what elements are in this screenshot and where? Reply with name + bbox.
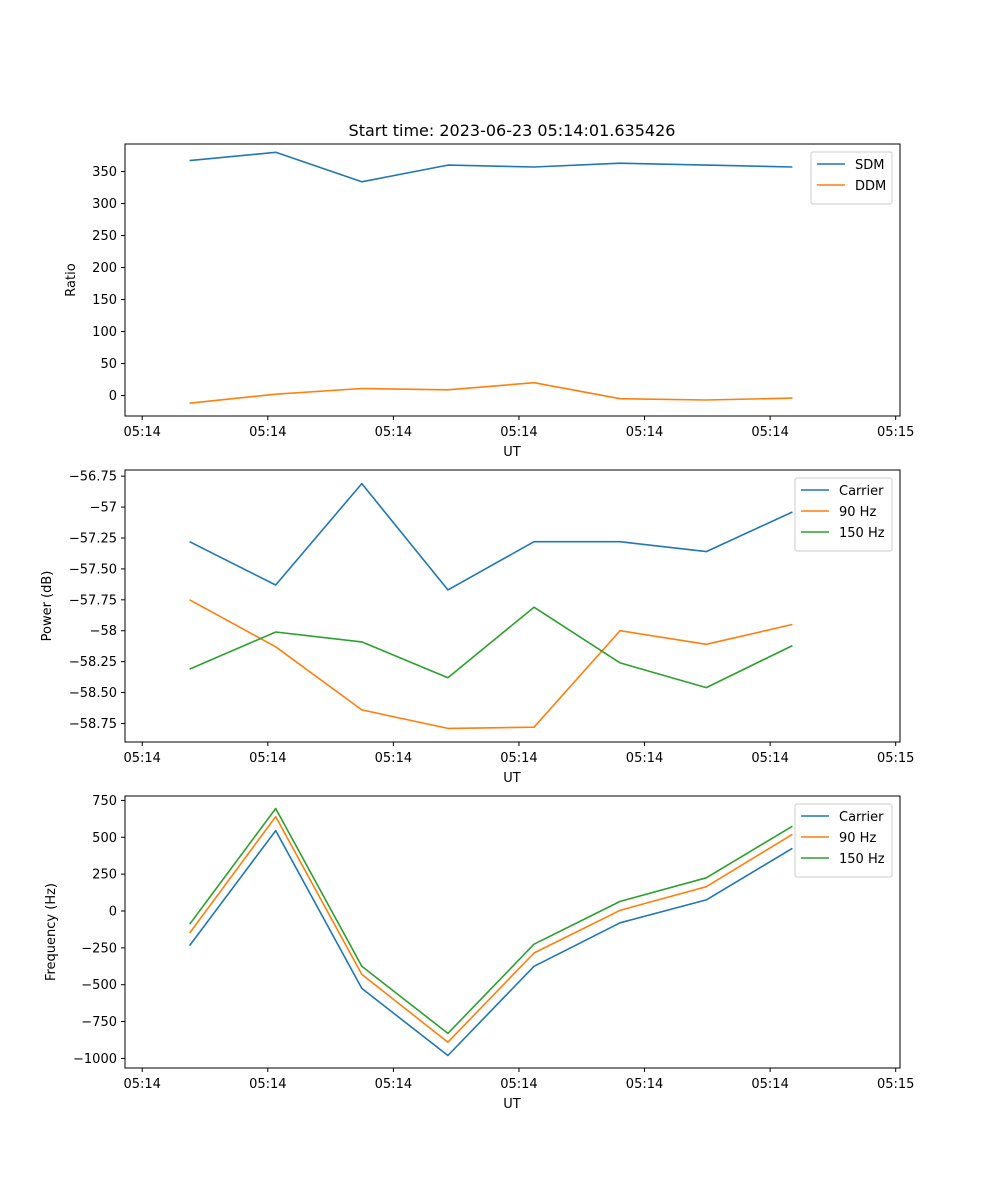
y-tick-label: −58.75 xyxy=(69,717,117,732)
x-tick-label: 05:14 xyxy=(751,425,788,440)
legend: Carrier 90 Hz 150 Hz xyxy=(794,477,893,552)
x-axis-label: UT xyxy=(503,1097,521,1112)
legend-label: 90 Hz xyxy=(839,505,876,520)
x-tick-label: 05:14 xyxy=(249,425,286,440)
x-tick-label: 05:14 xyxy=(375,1077,412,1092)
y-tick-label: 250 xyxy=(92,229,117,244)
legend-label: DDM xyxy=(855,179,886,194)
y-tick-label: −250 xyxy=(81,941,117,956)
y-axis-label: Power (dB) xyxy=(40,571,55,642)
legend-label: 150 Hz xyxy=(839,526,885,541)
figure-title: Start time: 2023-06-23 05:14:01.635426 xyxy=(349,121,676,140)
plot-area xyxy=(124,469,901,743)
y-tick-label: 500 xyxy=(92,831,117,846)
y-tick-label: −57 xyxy=(90,501,117,516)
y-tick-label: −1000 xyxy=(73,1052,117,1067)
series-line-90-hz xyxy=(189,599,793,730)
y-tick-label: −56.75 xyxy=(69,470,117,485)
x-tick-label: 05:14 xyxy=(500,751,537,766)
y-tick-label: −58.50 xyxy=(69,686,117,701)
y-tick-label: 300 xyxy=(92,197,117,212)
legend: Carrier 90 Hz 150 Hz xyxy=(794,803,893,878)
x-tick-label: 05:14 xyxy=(249,751,286,766)
legend-label: SDM xyxy=(855,158,884,173)
x-tick-label: 05:14 xyxy=(123,751,160,766)
y-tick-label: 150 xyxy=(92,293,117,308)
y-tick-label: 0 xyxy=(109,389,117,404)
y-tick-label: −58 xyxy=(90,624,117,639)
y-tick-label: 0 xyxy=(109,904,117,919)
chart-panel-1: 05:14 05:14 05:14 05:14 05:14 05:14 05:15 0 50 10… xyxy=(64,143,914,460)
chart-panel-2: 05:14 05:14 05:14 05:14 05:14 05:14 05:15 −58.7… xyxy=(40,469,914,786)
series-line-carrier xyxy=(188,829,793,1057)
x-tick-label: 05:15 xyxy=(877,1077,914,1092)
plot-area xyxy=(124,795,901,1069)
x-tick-label: 05:14 xyxy=(500,425,537,440)
legend-label: Carrier xyxy=(839,810,884,825)
chart-panels: 05:14 05:14 05:14 05:14 05:14 05:14 05:15 0 50 10… xyxy=(40,143,914,1112)
y-axis-label: Ratio xyxy=(64,263,79,296)
y-tick-label: −500 xyxy=(81,978,117,993)
x-tick-label: 05:14 xyxy=(123,425,160,440)
x-tick-label: 05:14 xyxy=(626,751,663,766)
plot-area xyxy=(124,143,901,417)
x-tick-label: 05:14 xyxy=(123,1077,160,1092)
legend: SDM DDM xyxy=(810,151,893,205)
series-line-150-hz xyxy=(188,807,793,1035)
y-tick-label: 50 xyxy=(100,357,117,372)
y-tick-label: 200 xyxy=(92,261,117,276)
series-line-ddm xyxy=(189,381,793,404)
x-tick-label: 05:14 xyxy=(375,751,412,766)
x-tick-label: 05:15 xyxy=(877,425,914,440)
series-line-90-hz xyxy=(188,815,793,1043)
y-tick-label: 100 xyxy=(92,325,117,340)
y-tick-label: −750 xyxy=(81,1015,117,1030)
y-tick-label: 350 xyxy=(92,165,117,180)
legend-box xyxy=(810,151,893,205)
chart-panel-3: 05:14 05:14 05:14 05:14 05:14 05:14 05:15 −1000… xyxy=(44,794,914,1112)
x-tick-label: 05:14 xyxy=(626,425,663,440)
x-tick-label: 05:14 xyxy=(249,1077,286,1092)
x-tick-label: 05:14 xyxy=(375,425,412,440)
y-tick-label: 750 xyxy=(92,794,117,809)
y-axis-label: Frequency (Hz) xyxy=(44,883,59,981)
legend-label: Carrier xyxy=(839,484,884,499)
legend-label: 90 Hz xyxy=(839,831,876,846)
legend-label: 150 Hz xyxy=(839,852,885,867)
y-tick-label: −57.75 xyxy=(69,593,117,608)
x-axis-label: UT xyxy=(503,445,521,460)
x-tick-label: 05:14 xyxy=(751,1077,788,1092)
x-tick-label: 05:14 xyxy=(500,1077,537,1092)
x-axis-label: UT xyxy=(503,771,521,786)
series-line-carrier xyxy=(189,482,793,591)
series-line-150-hz xyxy=(189,606,793,689)
y-tick-label: −57.25 xyxy=(69,532,117,547)
x-tick-label: 05:14 xyxy=(626,1077,663,1092)
x-tick-label: 05:15 xyxy=(877,751,914,766)
series-line-sdm xyxy=(189,151,793,183)
y-tick-label: −57.50 xyxy=(69,562,117,577)
x-tick-label: 05:14 xyxy=(751,751,788,766)
y-tick-label: −58.25 xyxy=(69,655,117,670)
y-tick-label: 250 xyxy=(92,868,117,883)
